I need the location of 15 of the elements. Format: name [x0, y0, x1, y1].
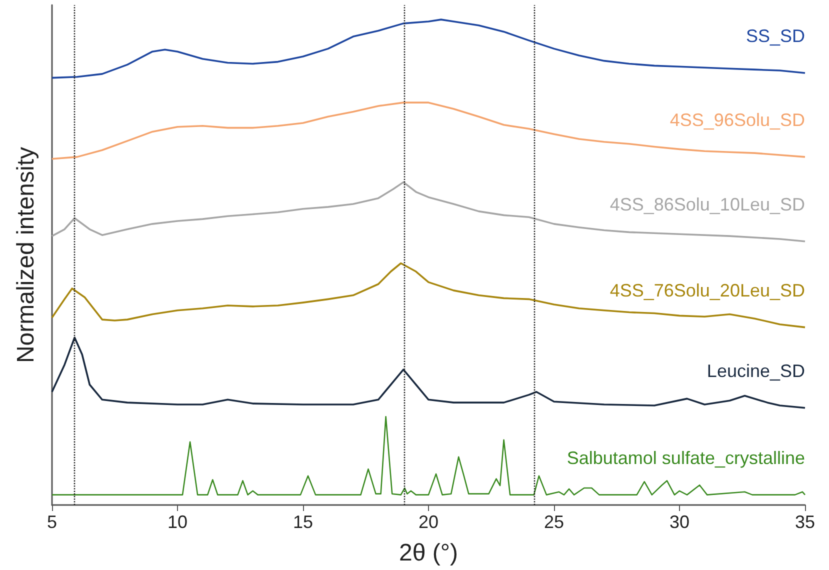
y-axis-title: Normalized intensity	[12, 146, 40, 364]
series-label: Salbutamol sulfate_crystalline	[566, 448, 806, 468]
x-tick-label: 25	[544, 512, 564, 532]
x-tick-label: 5	[46, 512, 58, 532]
series-label: 4SS_96Solu_SD	[670, 110, 806, 130]
series-label: Leucine_SD	[706, 360, 806, 381]
series-label: 4SS_86Solu_10Leu_SD	[610, 194, 806, 214]
series-label: SS_SD	[746, 26, 806, 46]
x-tick-label: 10	[167, 512, 188, 532]
series-label: 4SS_76Solu_20Leu_SD	[610, 280, 806, 300]
x-tick-label: 30	[669, 512, 690, 532]
x-tick-label: 35	[794, 512, 816, 532]
x-tick-label: 20	[418, 512, 439, 532]
x-tick-label: 15	[292, 512, 314, 532]
x-axis-title: 2θ (°)	[399, 540, 458, 566]
